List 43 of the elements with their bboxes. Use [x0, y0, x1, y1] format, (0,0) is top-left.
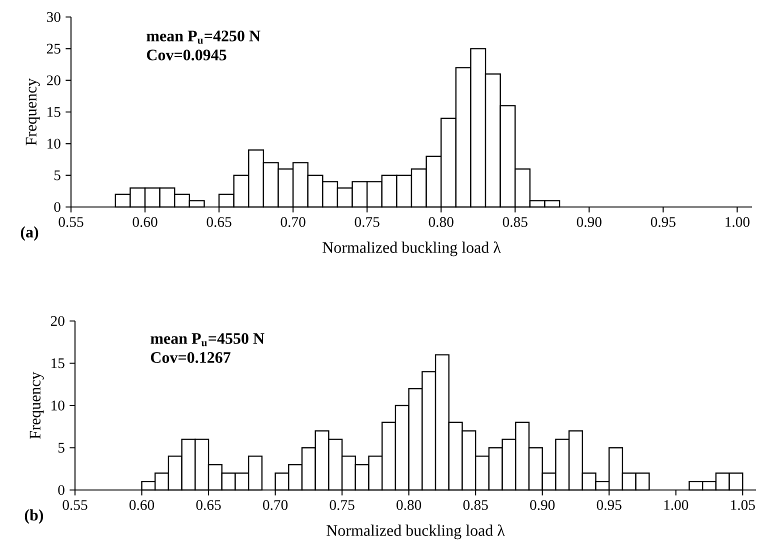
x-tick-label: 0.65	[206, 217, 232, 228]
x-tick-label: 0.80	[428, 217, 454, 228]
y-axis-title: Frequency	[26, 78, 40, 146]
y-tick-label: 30	[47, 12, 60, 22]
y-tick-label: 25	[46, 44, 60, 54]
x-tick-label: 1.05	[731, 500, 755, 510]
y-tick-label: 0	[58, 485, 64, 495]
x-tick-label: 0.80	[396, 500, 422, 510]
y-tick-label: 20	[46, 75, 60, 86]
x-tick-label: 0.55	[62, 500, 88, 510]
x-tick-label: 0.75	[330, 500, 354, 510]
y-tick-label: 10	[52, 400, 64, 410]
x-tick-label: 0.75	[354, 217, 380, 228]
annotation: Cov=0.0945	[146, 50, 226, 60]
y-tick-label: 5	[54, 170, 60, 180]
y-tick-label: 10	[48, 138, 60, 149]
x-tick-label: 0.65	[196, 500, 221, 510]
x-axis-title: Normalized buckling load λ	[326, 524, 505, 540]
y-tick-label: 5	[58, 442, 64, 453]
x-tick-label: 0.70	[280, 217, 306, 228]
annotation: Cov=0.1267	[150, 352, 230, 363]
y-axis-title: Frequency	[30, 372, 44, 439]
x-tick-label: 0.55	[58, 217, 84, 228]
x-tick-label: 0.60	[130, 500, 154, 510]
x-tick-label: 0.70	[263, 500, 288, 510]
x-tick-label: 0.85	[502, 217, 528, 228]
x-tick-label: 0.90	[576, 217, 602, 228]
text: (a)	[20, 226, 38, 241]
x-tick-label: 0.95	[596, 500, 622, 510]
x-tick-label: 0.85	[463, 500, 488, 510]
y-tick-label: 20	[50, 316, 64, 326]
x-tick-label: 1.00	[726, 217, 750, 228]
annotation: mean P$_{u}$=4550 N	[150, 333, 264, 346]
y-tick-label: 15	[48, 107, 60, 117]
x-axis-title: Normalized buckling load λ	[322, 241, 501, 256]
annotation: mean P$_{u}$=4250 N	[146, 30, 260, 44]
x-tick-label: 0.60	[132, 217, 158, 228]
y-tick-label: 15	[52, 358, 64, 368]
x-tick-label: 1.00	[664, 500, 688, 510]
text: (b)	[24, 509, 44, 524]
x-tick-label: 0.90	[530, 500, 555, 510]
x-tick-label: 0.95	[650, 217, 676, 228]
y-tick-label: 0	[54, 202, 60, 212]
